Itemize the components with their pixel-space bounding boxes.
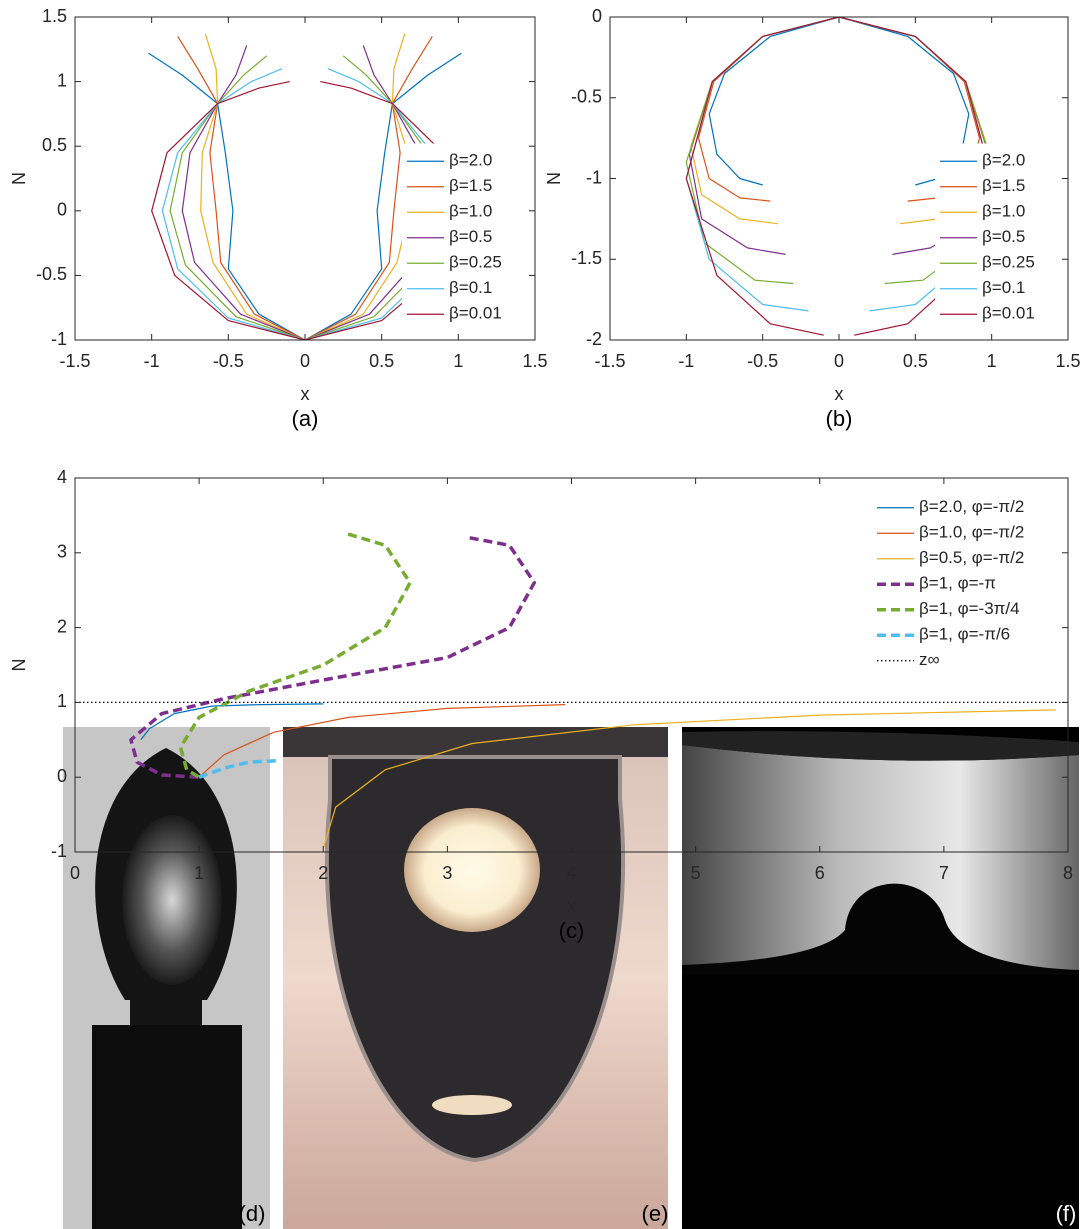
legend-box <box>872 490 1065 679</box>
x-tick-label: 1 <box>194 863 204 883</box>
x-tick-label: 7 <box>939 863 949 883</box>
x-tick-label: 1.5 <box>522 351 547 371</box>
x-tick-label: 1 <box>453 351 463 371</box>
x-tick-label: 1 <box>987 351 997 371</box>
legend-label: β=1.5 <box>982 176 1025 195</box>
y-tick-label: 0 <box>57 766 67 786</box>
chart: β=2.0 β=1.5 β=1.0 β=0.5 β=0.25 β=0.1 β=0.01 -1.… <box>544 6 1081 431</box>
data-line <box>178 532 412 779</box>
legend-label: β=1.0, φ=-π/2 <box>919 523 1024 542</box>
legend: β=2.0 β=1.5 β=1.0 β=0.5 β=0.25 β=0.1 β=0.01 <box>935 143 1065 332</box>
data-line <box>708 17 970 186</box>
plot-area <box>75 532 1068 849</box>
y-tick-label: 0 <box>57 200 67 220</box>
data-line <box>140 703 324 741</box>
data-line <box>177 36 433 340</box>
caption: (b) <box>826 406 853 431</box>
data-line <box>322 709 1056 849</box>
legend-label: β=0.01 <box>449 304 502 323</box>
y-tick-label: -2 <box>586 329 602 349</box>
x-axis-label: x <box>835 384 844 404</box>
photo-e: (e) <box>283 727 668 1229</box>
x-tick-label: 0.5 <box>903 351 928 371</box>
x-tick-label: -1 <box>144 351 160 371</box>
y-tick-label: -1 <box>51 841 67 861</box>
y-tick-label: 0 <box>592 6 602 26</box>
caption: (a) <box>292 406 319 431</box>
legend-label: β=0.5 <box>982 227 1025 246</box>
y-tick-label: 4 <box>57 467 67 487</box>
legend: β=2.0 β=1.5 β=1.0 β=0.5 β=0.25 β=0.1 β=0.01 <box>402 143 532 332</box>
x-tick-label: 0 <box>834 351 844 371</box>
x-tick-label: 0 <box>70 863 80 883</box>
y-tick-label: -1 <box>51 329 67 349</box>
y-tick-label: 1 <box>57 70 67 90</box>
chart: β=2.0 β=1.5 β=1.0 β=0.5 β=0.25 β=0.1 β=0.01 -1.… <box>9 6 548 431</box>
photo-d: (d) <box>63 727 270 1229</box>
x-tick-label: 4 <box>566 863 576 883</box>
legend-label: z∞ <box>919 650 940 669</box>
x-tick-label: -1.5 <box>59 351 90 371</box>
legend-label: β=1.5 <box>449 176 492 195</box>
y-tick-label: 1 <box>57 691 67 711</box>
legend: β=2.0, φ=-π/2 β=1.0, φ=-π/2 β=0.5, φ=-π/2 β… <box>872 490 1065 679</box>
y-axis-label: N <box>9 659 29 672</box>
data-line <box>200 33 410 340</box>
x-tick-label: 0.5 <box>369 351 394 371</box>
panel-label: (f) <box>1056 1201 1077 1226</box>
photo-f: (f) <box>682 727 1079 1229</box>
x-tick-label: -1 <box>678 351 694 371</box>
legend-label: β=1, φ=-π <box>919 574 996 593</box>
caption: (c) <box>559 918 585 943</box>
data-line <box>181 45 429 340</box>
y-tick-label: -1.5 <box>571 248 602 268</box>
panel-label: (d) <box>239 1201 266 1226</box>
legend-label: β=0.1 <box>982 278 1025 297</box>
data-line <box>148 52 462 340</box>
x-tick-label: -0.5 <box>747 351 778 371</box>
y-tick-label: -0.5 <box>36 264 67 284</box>
x-tick-label: 6 <box>815 863 825 883</box>
y-tick-label: 0.5 <box>42 135 67 155</box>
x-tick-label: 8 <box>1063 863 1073 883</box>
data-line <box>129 536 537 779</box>
x-axis-label: x <box>301 384 310 404</box>
legend-label: β=0.01 <box>982 304 1035 323</box>
legend-label: β=0.25 <box>449 253 502 272</box>
legend-label: β=2.0 <box>449 151 492 170</box>
legend-label: β=0.5, φ=-π/2 <box>919 548 1024 567</box>
y-tick-label: -1 <box>586 167 602 187</box>
legend-label: β=2.0, φ=-π/2 <box>919 497 1024 516</box>
x-tick-label: 3 <box>442 863 452 883</box>
y-tick-label: -0.5 <box>571 87 602 107</box>
y-tick-label: 3 <box>57 542 67 562</box>
x-tick-label: 5 <box>691 863 701 883</box>
x-tick-label: 0 <box>300 351 310 371</box>
legend-label: β=1.0 <box>982 202 1025 221</box>
legend-label: β=0.1 <box>449 278 492 297</box>
legend-label: β=1, φ=-π/6 <box>919 625 1010 644</box>
legend-label: β=1.0 <box>449 202 492 221</box>
x-tick-label: 1.5 <box>1055 351 1080 371</box>
x-axis-label: x <box>567 896 576 916</box>
legend-label: β=0.5 <box>449 227 492 246</box>
x-tick-label: -1.5 <box>594 351 625 371</box>
y-axis-label: N <box>544 172 564 185</box>
panel-label: (e) <box>642 1201 669 1226</box>
y-tick-label: 2 <box>57 616 67 636</box>
data-line <box>198 704 566 778</box>
y-axis-label: N <box>9 172 29 185</box>
legend-label: β=2.0 <box>982 151 1025 170</box>
y-tick-label: 1.5 <box>42 6 67 26</box>
x-tick-label: 2 <box>318 863 328 883</box>
chart: β=2.0, φ=-π/2 β=1.0, φ=-π/2 β=0.5, φ=-π/2 β… <box>9 467 1073 943</box>
legend-label: β=0.25 <box>982 253 1035 272</box>
x-tick-label: -0.5 <box>213 351 244 371</box>
legend-label: β=1, φ=-3π/4 <box>919 599 1020 618</box>
